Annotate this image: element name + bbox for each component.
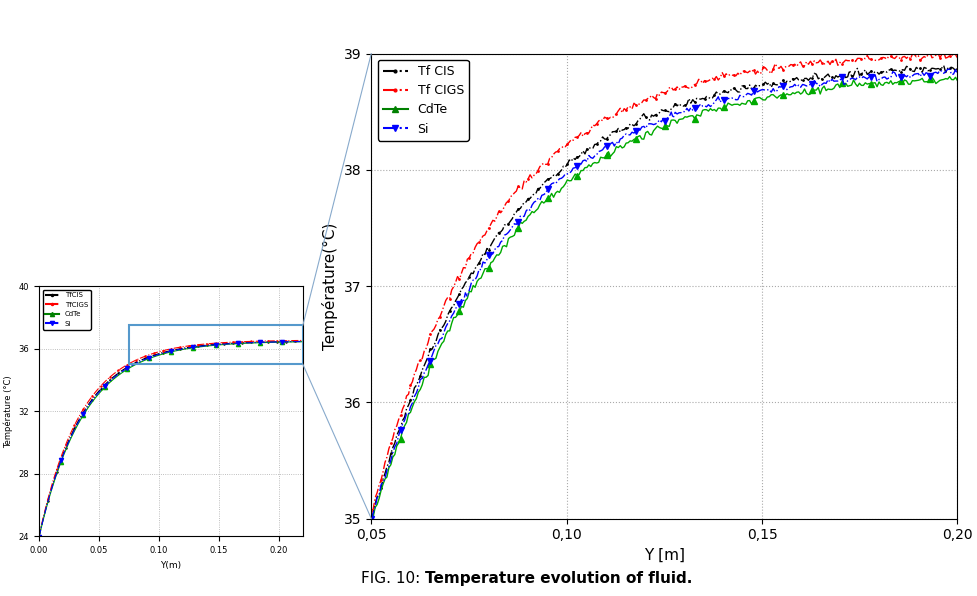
CdTe bbox=[860, 79, 871, 86]
CdTe bbox=[952, 77, 963, 84]
X-axis label: Y(m): Y(m) bbox=[160, 561, 182, 570]
Tf CIGS bbox=[365, 507, 377, 514]
Tf CIS bbox=[365, 514, 377, 522]
Tf CIS bbox=[712, 91, 724, 98]
Tf CIS bbox=[724, 86, 736, 93]
Tf CIGS bbox=[714, 74, 726, 81]
Si bbox=[724, 95, 736, 102]
Tf CIGS bbox=[897, 54, 909, 61]
CdTe bbox=[714, 104, 726, 111]
Si bbox=[367, 510, 379, 517]
Tf CIGS bbox=[712, 76, 724, 83]
Si bbox=[365, 516, 377, 523]
Y-axis label: Température(°C): Température(°C) bbox=[322, 222, 338, 350]
CdTe bbox=[724, 101, 736, 108]
Line: Si: Si bbox=[368, 66, 960, 522]
Line: Tf CIS: Tf CIS bbox=[370, 64, 958, 519]
CdTe bbox=[897, 79, 909, 86]
Si bbox=[860, 74, 871, 81]
CdTe bbox=[944, 73, 956, 80]
Legend: Tf CIS, Tf CIGS, CdTe, Si: Tf CIS, Tf CIGS, CdTe, Si bbox=[377, 60, 469, 141]
Text: Temperature evolution of fluid.: Temperature evolution of fluid. bbox=[425, 570, 693, 586]
Tf CIS bbox=[860, 66, 871, 73]
Tf CIS bbox=[938, 62, 950, 69]
CdTe bbox=[367, 513, 379, 520]
Si bbox=[897, 75, 909, 82]
Tf CIS bbox=[952, 63, 963, 70]
Text: FIG. 10:: FIG. 10: bbox=[361, 570, 425, 586]
Si bbox=[712, 93, 724, 100]
Legend: TfCIS, TfCIGS, CdTe, Si: TfCIS, TfCIGS, CdTe, Si bbox=[43, 290, 91, 330]
Tf CIGS bbox=[952, 54, 963, 61]
Si bbox=[714, 98, 726, 105]
Bar bbox=[129, 325, 303, 364]
Tf CIS bbox=[897, 66, 909, 73]
Y-axis label: Température (°C): Température (°C) bbox=[4, 375, 13, 448]
Tf CIGS bbox=[938, 48, 950, 55]
Tf CIS bbox=[367, 510, 379, 517]
CdTe bbox=[365, 517, 377, 524]
CdTe bbox=[712, 104, 724, 111]
Tf CIGS bbox=[724, 71, 736, 78]
Si bbox=[952, 70, 963, 77]
Line: Tf CIGS: Tf CIGS bbox=[370, 51, 958, 512]
Tf CIGS bbox=[367, 505, 379, 513]
Si bbox=[944, 66, 956, 73]
Tf CIGS bbox=[860, 55, 871, 62]
Tf CIS bbox=[714, 91, 726, 98]
Line: CdTe: CdTe bbox=[368, 74, 960, 524]
X-axis label: Y [m]: Y [m] bbox=[644, 548, 685, 563]
